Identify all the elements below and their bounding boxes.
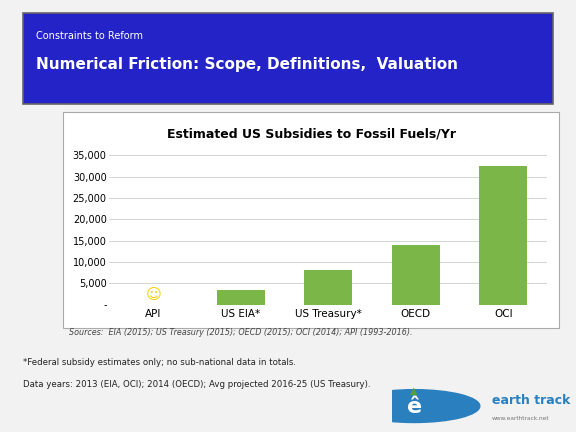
Text: $millions: $millions [286, 156, 336, 165]
Text: Data years: 2013 (EIA, OCI); 2014 (OECD); Avg projected 2016-25 (US Treasury).: Data years: 2013 (EIA, OCI); 2014 (OECD)… [23, 380, 370, 389]
Text: Sources:  EIA (2015); US Treasury (2015); OECD (2015); OCI (2014); API (1993-201: Sources: EIA (2015); US Treasury (2015);… [69, 328, 412, 337]
Bar [392, 245, 440, 305]
Text: Estimated US Subsidies to Fossil Fuels/Yr: Estimated US Subsidies to Fossil Fuels/Y… [166, 127, 456, 140]
Bar [217, 289, 265, 305]
Text: *Federal subsidy estimates only; no sub-national data in totals.: *Federal subsidy estimates only; no sub-… [23, 358, 296, 367]
Text: Constraints to Reform: Constraints to Reform [36, 31, 143, 41]
Text: earth track: earth track [492, 394, 570, 407]
Bar [304, 270, 353, 305]
FancyBboxPatch shape [23, 13, 553, 104]
Text: Numerical Friction: Scope, Definitions,  Valuation: Numerical Friction: Scope, Definitions, … [36, 57, 458, 72]
FancyBboxPatch shape [63, 112, 559, 328]
Text: ê: ê [407, 397, 422, 417]
Text: ☺: ☺ [146, 287, 161, 302]
Bar [479, 166, 527, 305]
Circle shape [348, 390, 480, 422]
Text: www.earthtrack.net: www.earthtrack.net [492, 416, 550, 421]
Text: ▲: ▲ [410, 385, 418, 396]
